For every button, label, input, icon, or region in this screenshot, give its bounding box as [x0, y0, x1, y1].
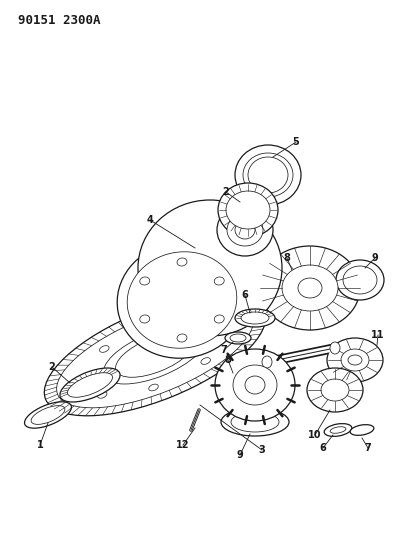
Ellipse shape — [330, 342, 340, 354]
Ellipse shape — [67, 373, 113, 397]
Text: 6: 6 — [320, 443, 326, 453]
Ellipse shape — [348, 355, 362, 365]
Text: 9: 9 — [372, 253, 378, 263]
Ellipse shape — [226, 191, 270, 229]
Ellipse shape — [336, 260, 384, 300]
Ellipse shape — [262, 356, 272, 368]
Ellipse shape — [57, 302, 253, 408]
Text: 4: 4 — [147, 215, 153, 225]
Ellipse shape — [215, 349, 295, 421]
Ellipse shape — [225, 332, 251, 344]
Ellipse shape — [44, 294, 266, 416]
Ellipse shape — [341, 349, 369, 371]
Ellipse shape — [330, 427, 346, 433]
Text: 12: 12 — [176, 440, 190, 450]
Text: 1: 1 — [37, 440, 43, 450]
Text: 9: 9 — [237, 450, 243, 460]
Text: 6: 6 — [242, 290, 248, 300]
Text: 7: 7 — [221, 345, 227, 355]
Ellipse shape — [103, 326, 207, 384]
Ellipse shape — [203, 312, 213, 318]
Ellipse shape — [245, 376, 265, 394]
Ellipse shape — [152, 319, 161, 326]
Ellipse shape — [24, 402, 71, 428]
Ellipse shape — [324, 424, 352, 437]
Ellipse shape — [243, 153, 293, 197]
Text: 3: 3 — [258, 445, 266, 455]
Text: 10: 10 — [308, 430, 322, 440]
Ellipse shape — [327, 338, 383, 382]
Ellipse shape — [217, 204, 273, 256]
Ellipse shape — [214, 277, 224, 285]
Ellipse shape — [282, 265, 338, 311]
Ellipse shape — [235, 221, 255, 239]
Ellipse shape — [231, 412, 279, 432]
Ellipse shape — [140, 315, 150, 323]
Ellipse shape — [248, 157, 288, 193]
Ellipse shape — [233, 365, 277, 405]
Ellipse shape — [343, 266, 377, 294]
Ellipse shape — [235, 309, 275, 327]
Ellipse shape — [140, 277, 150, 285]
Text: 8: 8 — [284, 253, 290, 263]
Ellipse shape — [97, 392, 107, 398]
Ellipse shape — [227, 214, 263, 246]
Ellipse shape — [241, 312, 269, 324]
Text: 90151 2300A: 90151 2300A — [18, 14, 100, 27]
Ellipse shape — [77, 376, 87, 382]
Text: 5: 5 — [293, 137, 299, 147]
Text: 2: 2 — [223, 187, 229, 197]
Ellipse shape — [321, 379, 349, 401]
Ellipse shape — [115, 333, 195, 377]
Text: 2: 2 — [48, 362, 56, 372]
Ellipse shape — [100, 345, 109, 352]
Ellipse shape — [307, 368, 363, 412]
Text: 7: 7 — [364, 443, 372, 453]
Ellipse shape — [298, 278, 322, 298]
Ellipse shape — [127, 252, 237, 348]
Ellipse shape — [235, 145, 301, 205]
Ellipse shape — [221, 408, 289, 436]
Ellipse shape — [214, 315, 224, 323]
Ellipse shape — [260, 246, 360, 330]
Ellipse shape — [177, 258, 187, 266]
Ellipse shape — [138, 200, 282, 336]
Ellipse shape — [149, 384, 158, 391]
Ellipse shape — [177, 334, 187, 342]
Ellipse shape — [230, 334, 246, 342]
Ellipse shape — [350, 425, 374, 435]
Ellipse shape — [60, 368, 120, 402]
Text: 8: 8 — [225, 355, 231, 365]
Ellipse shape — [117, 242, 247, 358]
Ellipse shape — [218, 183, 278, 237]
Ellipse shape — [223, 328, 233, 334]
Ellipse shape — [201, 358, 210, 365]
Ellipse shape — [31, 406, 65, 424]
Text: 11: 11 — [371, 330, 385, 340]
